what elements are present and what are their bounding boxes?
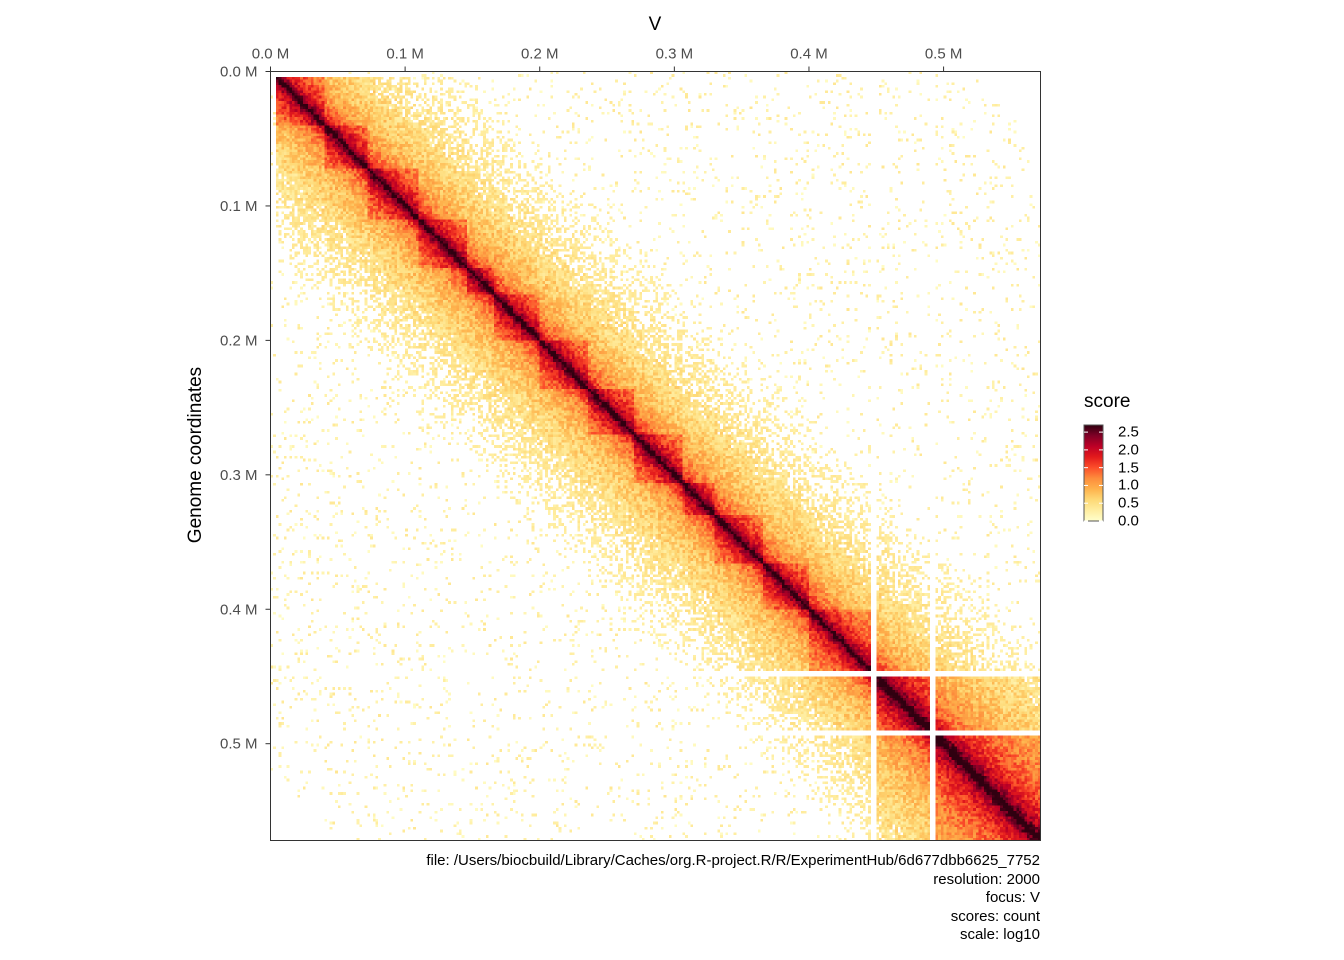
legend-tick-label: 0.0 [1118, 512, 1139, 530]
x-tick-label: 0.0 M [252, 46, 290, 63]
caption-focus: focus: V [985, 889, 1040, 906]
colorbar [1083, 424, 1104, 522]
caption-resolution: resolution: 2000 [933, 870, 1040, 888]
legend-tick-label: 1.5 [1118, 459, 1139, 477]
legend-title: score [1084, 391, 1131, 412]
y-tick-label: 0.4 M [220, 601, 258, 618]
x-tick-label: 0.1 M [386, 46, 424, 63]
y-tick-label: 0.3 M [220, 467, 258, 484]
panel-border [270, 71, 1041, 841]
plot-title: V [648, 14, 662, 35]
legend-tick-label: 2.5 [1118, 423, 1139, 441]
x-axis: 0.0 M 0.1 M 0.2 M 0.3 M 0.4 M 0.5 M [252, 46, 963, 72]
caption-scale: scale: log10 [959, 926, 1040, 943]
y-tick-label: 0.0 M [220, 64, 258, 81]
colorbar-fill [1084, 425, 1103, 521]
x-tick-label: 0.2 M [521, 46, 559, 63]
legend-tick-label: 0.5 [1118, 494, 1139, 512]
legend-tick-label: 1.0 [1118, 476, 1139, 494]
y-tick-label: 0.5 M [220, 736, 258, 753]
y-tick-label: 0.2 M [220, 332, 258, 349]
caption-file: file: /Users/biocbuild/Library/Caches/or… [426, 852, 1040, 869]
legend-tick-label: 2.0 [1118, 441, 1139, 459]
x-tick-label: 0.5 M [925, 46, 963, 63]
y-tick-label: 0.1 M [220, 198, 258, 215]
x-tick-label: 0.3 M [656, 46, 694, 63]
heatmap-image [270, 71, 1041, 841]
y-axis: 0.0 M 0.1 M 0.2 M 0.3 M 0.4 M 0.5 M [220, 64, 271, 753]
x-tick-label: 0.4 M [790, 46, 828, 63]
heatmap-cells [270, 71, 1041, 841]
caption-scores: scores: count [950, 907, 1040, 925]
plot-caption: file: /Users/biocbuild/Library/Caches/or… [426, 852, 1040, 945]
colorbar-border [1083, 424, 1104, 522]
colorbar-ticks [1084, 431, 1103, 522]
